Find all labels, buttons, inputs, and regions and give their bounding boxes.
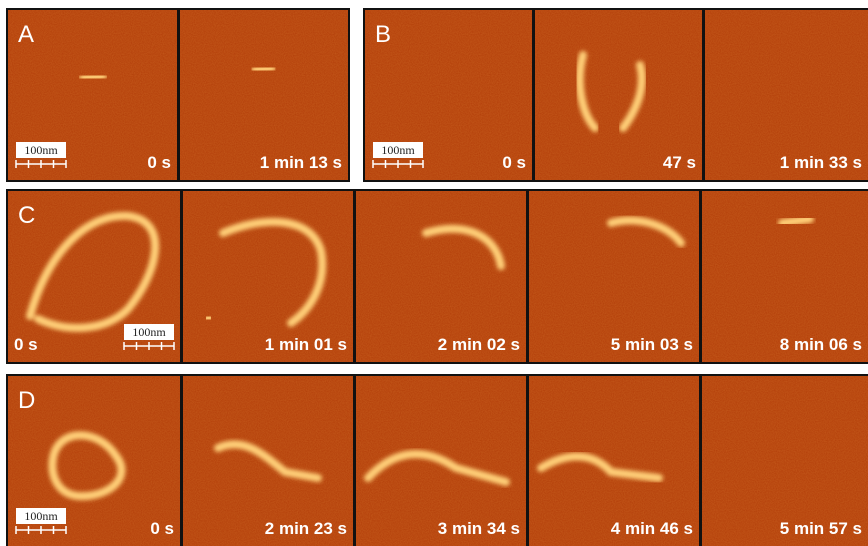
time-label: 47 s [663,153,696,172]
time-label: 0 s [502,153,526,172]
scale-bar-label: 100nm [132,325,166,339]
afm-frame: 5 min 03 s [529,191,699,362]
figure: A 100nm 0 s 1 min 13 s B 100nm 0 s 47 s 1 min 33… [0,0,868,546]
afm-frame: 1 min 33 s [705,10,868,180]
time-label: 2 min 02 s [438,335,520,354]
time-label: 5 min 57 s [780,519,862,538]
time-label: 1 min 13 s [260,153,342,172]
afm-frame: C 100nm 0 s [8,191,180,362]
scale-bar-label: 100nm [24,143,58,157]
time-label: 0 s [147,153,171,172]
time-label: 1 min 01 s [265,335,347,354]
afm-frame: A 100nm 0 s [8,10,177,180]
time-label: 0 s [150,519,174,538]
time-label: 0 s [14,335,38,354]
afm-frame: 5 min 57 s [702,376,868,546]
time-label: 1 min 33 s [780,153,862,172]
molecule [255,68,272,70]
afm-frame: 8 min 06 s [702,191,868,362]
time-label: 5 min 03 s [611,335,693,354]
time-label: 8 min 06 s [780,335,862,354]
molecule [207,317,210,319]
afm-frame: 4 min 46 s [529,376,699,546]
time-label: 3 min 34 s [438,519,520,538]
molecule [83,76,103,78]
afm-frame: 1 min 13 s [180,10,348,180]
time-label: 2 min 23 s [265,519,347,538]
time-label: 4 min 46 s [611,519,693,538]
afm-frame: 47 s [535,10,702,180]
panel-letter: A [18,21,34,48]
afm-frame: 2 min 23 s [183,376,353,546]
panel-letter: C [18,202,35,229]
panel-letter: B [375,21,391,48]
afm-frame: D 100nm 0 s [8,376,180,546]
scale-bar-label: 100nm [24,509,58,523]
afm-frame: B 100nm 0 s [365,10,532,180]
scale-bar-label: 100nm [381,143,415,157]
afm-frame: 1 min 01 s [183,191,353,362]
afm-frame: 2 min 02 s [356,191,526,362]
molecule [782,219,810,223]
panel-letter: D [18,387,35,414]
afm-frame: 3 min 34 s [356,376,526,546]
